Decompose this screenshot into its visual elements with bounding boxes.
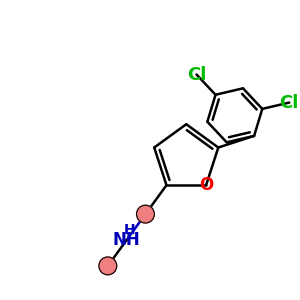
Text: O: O	[199, 176, 213, 194]
Text: Cl: Cl	[280, 94, 299, 112]
Circle shape	[99, 257, 117, 275]
Circle shape	[136, 205, 154, 223]
Text: NH: NH	[113, 231, 140, 249]
Text: H: H	[124, 223, 135, 237]
Text: Cl: Cl	[187, 65, 206, 83]
